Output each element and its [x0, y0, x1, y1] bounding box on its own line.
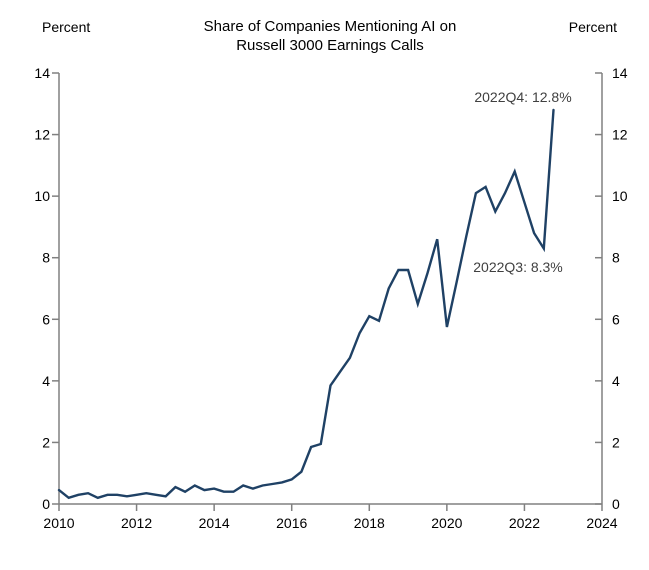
right-y-tick-label: 0 — [612, 496, 620, 512]
axes — [58, 73, 603, 505]
right-y-tick-label: 10 — [612, 188, 628, 204]
data-line-series — [57, 108, 555, 500]
right-y-tick-label: 12 — [612, 127, 628, 143]
x-tick-label: 2020 — [431, 515, 462, 531]
right-axis-unit-label: Percent — [568, 19, 617, 35]
axis-tick-labels: 0 0 2 2 4 4 6 6 8 8 10 10 12 12 14 14 2010 2012 2014 2016 20… — [34, 65, 627, 531]
chart-title-line1: Share of Companies Mentioning AI on — [203, 18, 457, 35]
left-axis-unit-label: Percent — [42, 19, 91, 35]
left-y-tick-label: 10 — [34, 188, 50, 204]
right-y-tick-label: 6 — [612, 311, 620, 327]
x-tick-label: 2024 — [586, 515, 617, 531]
x-tick-label: 2010 — [43, 515, 74, 531]
x-tick-label: 2022 — [509, 515, 540, 531]
left-y-tick-label: 8 — [42, 250, 50, 266]
axis-ticks — [52, 72, 603, 511]
annotation-2022q4: 2022Q4: 12.8% — [474, 89, 572, 105]
left-y-tick-label: 6 — [42, 311, 50, 327]
annotation-2022q3: 2022Q3: 8.3% — [473, 259, 563, 275]
left-y-tick-label: 2 — [42, 434, 50, 450]
left-y-tick-label: 14 — [34, 65, 50, 81]
x-tick-label: 2014 — [199, 515, 230, 531]
x-tick-label: 2016 — [276, 515, 307, 531]
right-y-tick-label: 4 — [612, 373, 620, 389]
chart-title: Share of Companies Mentioning AI on Russ… — [204, 17, 457, 55]
x-tick-label: 2012 — [121, 515, 152, 531]
right-y-tick-label: 2 — [612, 434, 620, 450]
chart-title-line2: Russell 3000 Earnings Calls — [236, 37, 424, 54]
left-y-tick-label: 4 — [42, 373, 50, 389]
x-tick-label: 2018 — [354, 515, 385, 531]
left-y-tick-label: 12 — [34, 127, 50, 143]
right-y-tick-label: 14 — [612, 65, 628, 81]
left-y-tick-label: 0 — [42, 496, 50, 512]
right-y-tick-label: 8 — [612, 250, 620, 266]
